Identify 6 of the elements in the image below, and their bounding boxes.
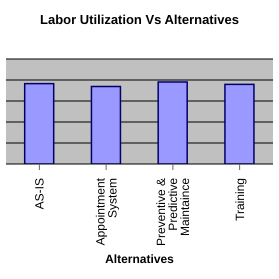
chart-title: Labor Utilization Vs Alternatives	[39, 12, 240, 27]
x-axis-title: Alternatives	[105, 252, 174, 266]
x-tick-label: AS-IS	[32, 178, 47, 210]
x-tick-label: Training	[232, 178, 247, 221]
x-tick-label: Appointment System	[93, 177, 120, 246]
x-tick-label: Preventive & Predictive Maintaince	[154, 178, 192, 246]
